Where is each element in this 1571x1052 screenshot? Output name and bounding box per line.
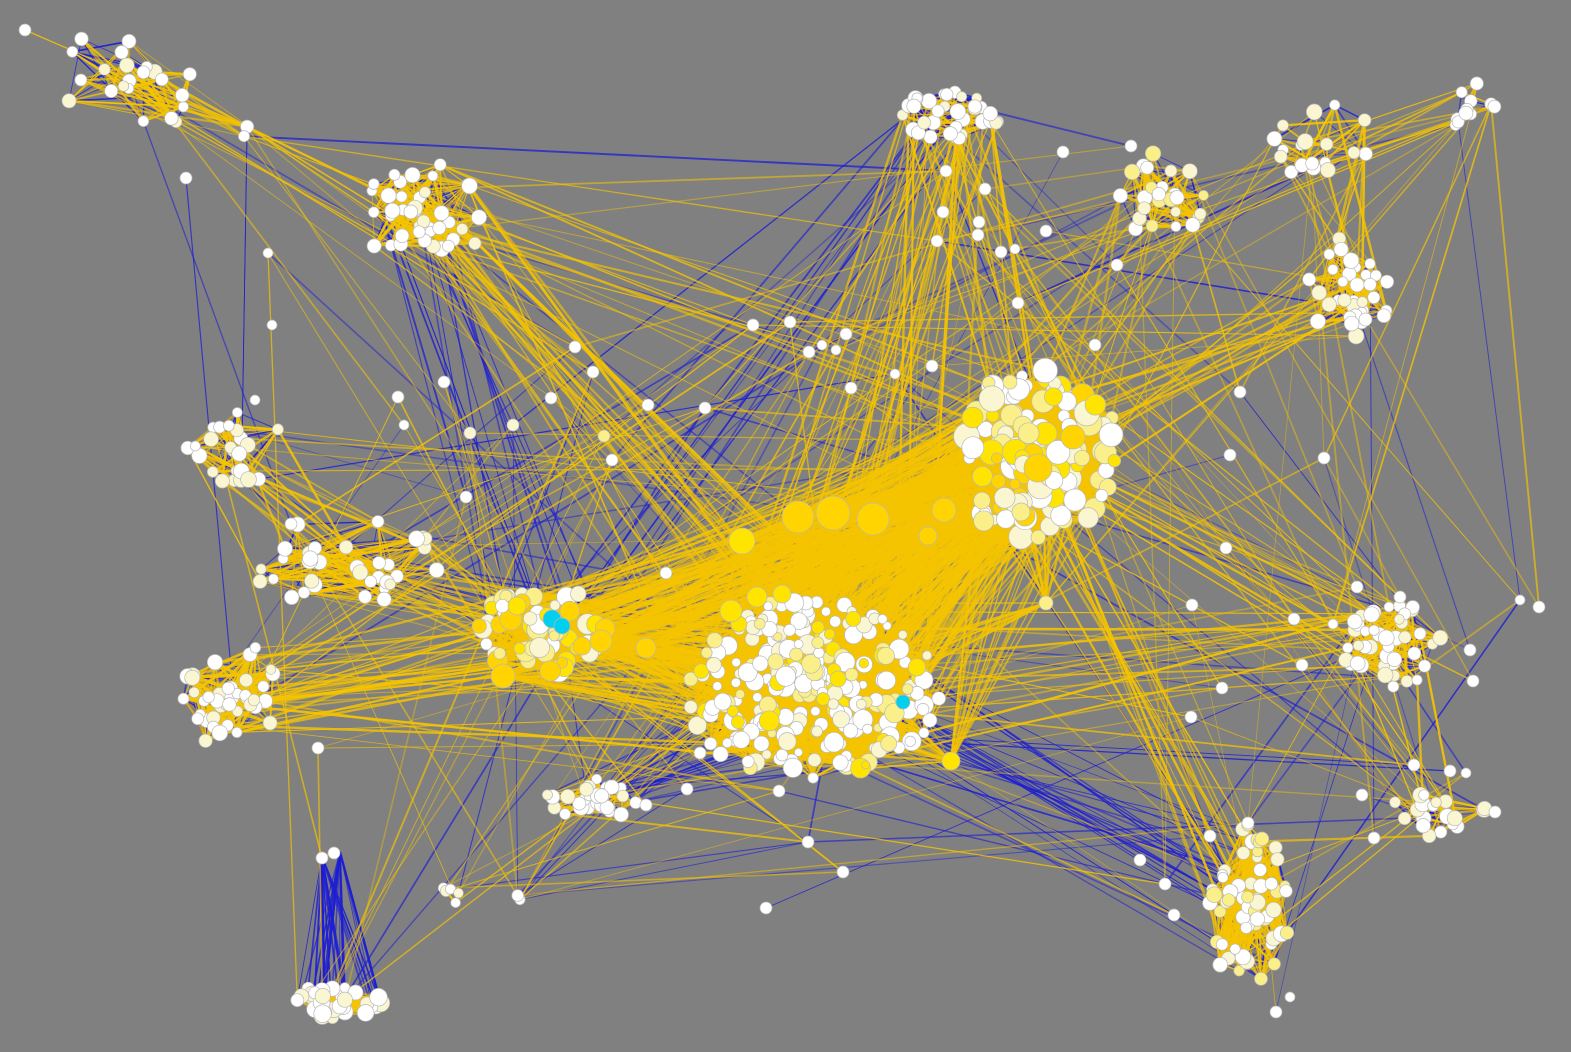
blue-edge	[237, 412, 279, 430]
yellow-edge	[1282, 119, 1365, 127]
blue-edge	[977, 124, 1456, 236]
blue-edge	[339, 851, 373, 1008]
blue-edge	[296, 855, 323, 1001]
blue-edge	[321, 855, 380, 998]
blue-edge	[523, 93, 945, 649]
blue-edge	[372, 183, 467, 498]
yellow-edge	[273, 538, 417, 580]
blue-edge	[611, 105, 915, 461]
blue-edge	[974, 106, 1132, 147]
blue-edge	[846, 764, 1275, 965]
blue-edge	[258, 373, 896, 480]
blue-edge	[1369, 284, 1375, 839]
blue-edge	[104, 68, 576, 348]
blue-edge	[68, 38, 82, 101]
blue-edge	[778, 790, 1274, 911]
blue-edge	[451, 841, 809, 890]
blue-edge	[331, 851, 341, 989]
blue-edge	[512, 98, 929, 426]
yellow-edge	[80, 79, 184, 108]
blue-edge	[807, 815, 1448, 843]
yellow-edge	[309, 535, 424, 563]
blue-edge	[1286, 599, 1521, 934]
blue-edge	[765, 646, 1371, 909]
blue-edge	[243, 135, 947, 172]
yellow-edge	[1308, 238, 1340, 280]
blue-edge	[1274, 104, 1336, 140]
yellow-edge	[427, 164, 442, 230]
blue-edge	[1457, 119, 1521, 601]
blue-edge	[372, 183, 541, 625]
yellow-edge	[296, 523, 358, 569]
yellow-edge	[191, 675, 207, 741]
yellow-edge	[104, 68, 184, 108]
yellow-edge	[377, 521, 391, 585]
blue-edge	[428, 228, 837, 351]
blue-edge	[253, 333, 847, 701]
blue-edge	[1275, 645, 1359, 1013]
yellow-edge	[104, 68, 183, 96]
blue-edge	[529, 188, 986, 619]
blue-edge	[1017, 161, 1326, 304]
blue-edge	[81, 38, 112, 92]
yellow-edge	[439, 164, 476, 244]
blue-edge	[517, 788, 688, 896]
blue-edge	[72, 40, 130, 53]
yellow-edge	[80, 78, 162, 81]
blue-edge	[428, 229, 579, 594]
yellow-edge	[1131, 171, 1201, 215]
blue-edge	[400, 243, 552, 646]
blue-edge	[345, 346, 576, 548]
yellow-edge	[282, 521, 379, 560]
yellow-edge	[127, 88, 145, 122]
blue-edge	[338, 407, 706, 1007]
